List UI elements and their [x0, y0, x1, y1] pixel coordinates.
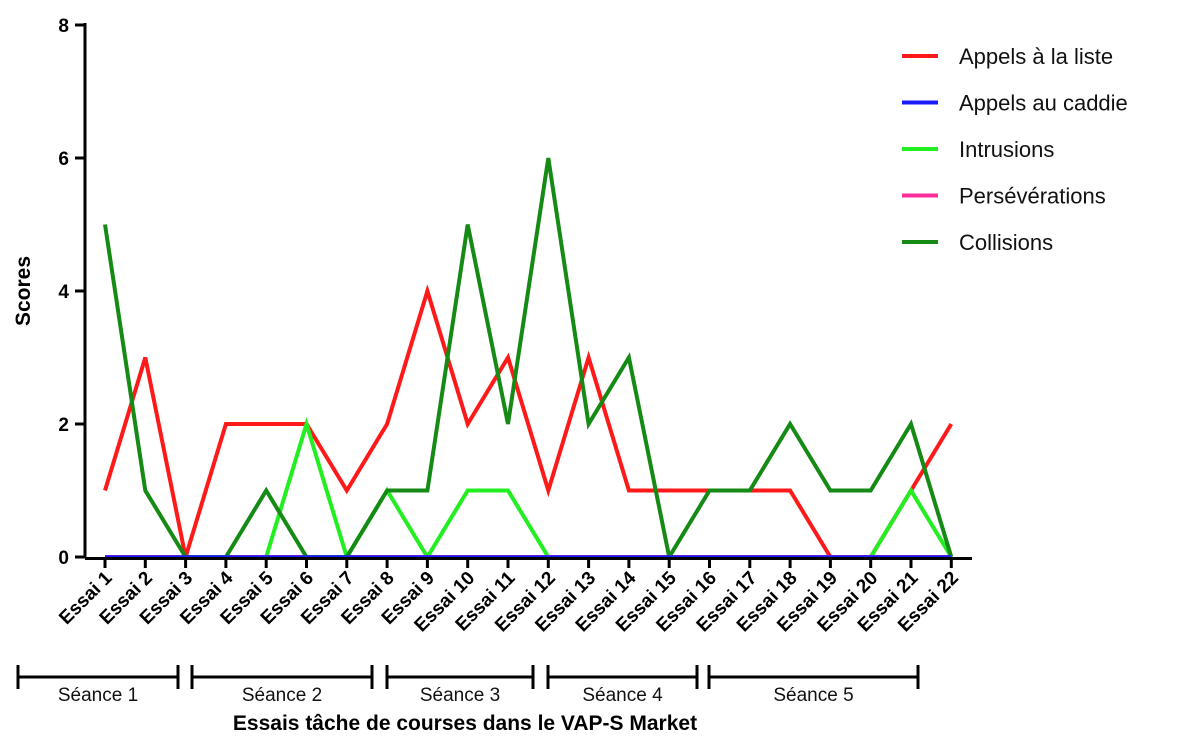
y-tick-label: 8	[58, 16, 69, 37]
series-layer	[103, 157, 954, 563]
session-label: Séance 5	[773, 685, 853, 706]
y-axis-title: Scores	[12, 256, 35, 326]
legend-label: Appels au caddie	[959, 91, 1128, 116]
y-tick-label: 2	[58, 415, 69, 436]
session-label: Séance 4	[582, 685, 663, 706]
y-tick-label: 6	[58, 149, 69, 170]
y-tick-label: 0	[58, 548, 69, 569]
legend-label: Persévérations	[959, 184, 1106, 209]
session-brackets: Séance 1 Séance 2 Séance 3 Séance 4 Séance 5	[16, 665, 920, 706]
session-label: Séance 3	[420, 685, 500, 706]
legend-label: Intrusions	[959, 137, 1054, 162]
series-line-0	[103, 284, 954, 559]
y-axis: 0 2 4 6 8	[58, 16, 87, 569]
y-tick-label: 4	[58, 282, 69, 303]
series-line-4	[103, 157, 954, 563]
legend-label: Appels à la liste	[959, 44, 1113, 69]
legend: Appels à la liste Appels au caddie Intrusi…	[902, 44, 1128, 255]
x-axis-title: Essais tâche de courses dans le VAP-S Ma…	[233, 712, 697, 735]
legend-label: Collisions	[959, 230, 1053, 255]
session-label: Séance 2	[242, 685, 322, 706]
series-line-2	[105, 417, 954, 562]
session-label: Séance 1	[58, 685, 138, 706]
